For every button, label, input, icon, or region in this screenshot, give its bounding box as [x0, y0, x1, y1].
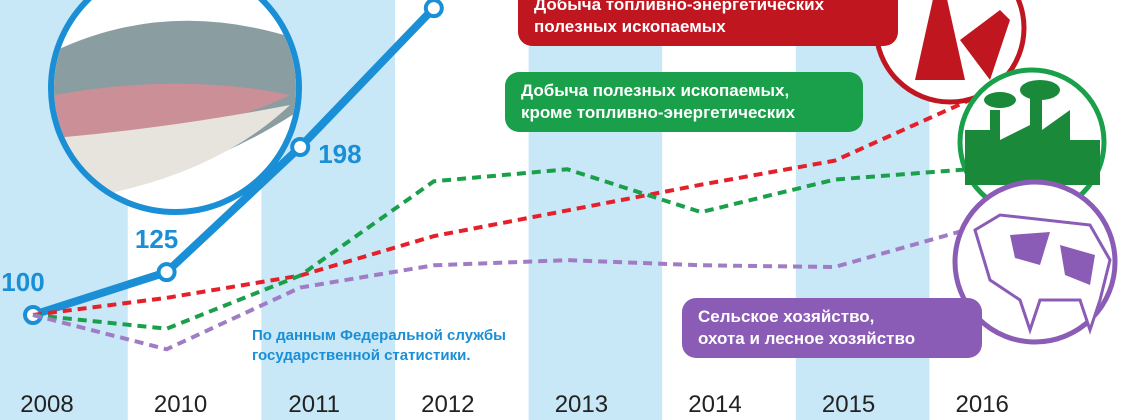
- x-tick-label: 2013: [555, 391, 608, 418]
- data-label: 198: [318, 139, 361, 169]
- x-tick-label: 2010: [154, 391, 207, 418]
- data-label: 125: [135, 224, 178, 254]
- x-tick-label: 2014: [688, 391, 741, 418]
- point: [159, 264, 175, 280]
- x-tick-label: 2011: [288, 391, 340, 418]
- x-tick-label: 2008: [20, 391, 73, 418]
- source-note: По данным Федеральной службы государстве…: [252, 326, 612, 366]
- x-tick-label: 2015: [822, 391, 875, 418]
- point: [426, 0, 442, 16]
- legend-entry: Добыча полезных ископаемых, кроме топлив…: [505, 72, 863, 132]
- data-label: 100: [1, 267, 44, 297]
- infographic: 100 125 198 2008 2010 2011 2012 2013 2014 2015 20…: [0, 0, 1128, 420]
- legend-entry: Добыча топливно-энергетических полезных …: [518, 0, 898, 46]
- x-tick-label: 2012: [421, 391, 474, 418]
- point: [292, 139, 308, 155]
- legend-entry: Сельское хозяйство, охота и лесное хозяй…: [682, 298, 982, 358]
- x-tick-label: 2016: [956, 391, 1009, 418]
